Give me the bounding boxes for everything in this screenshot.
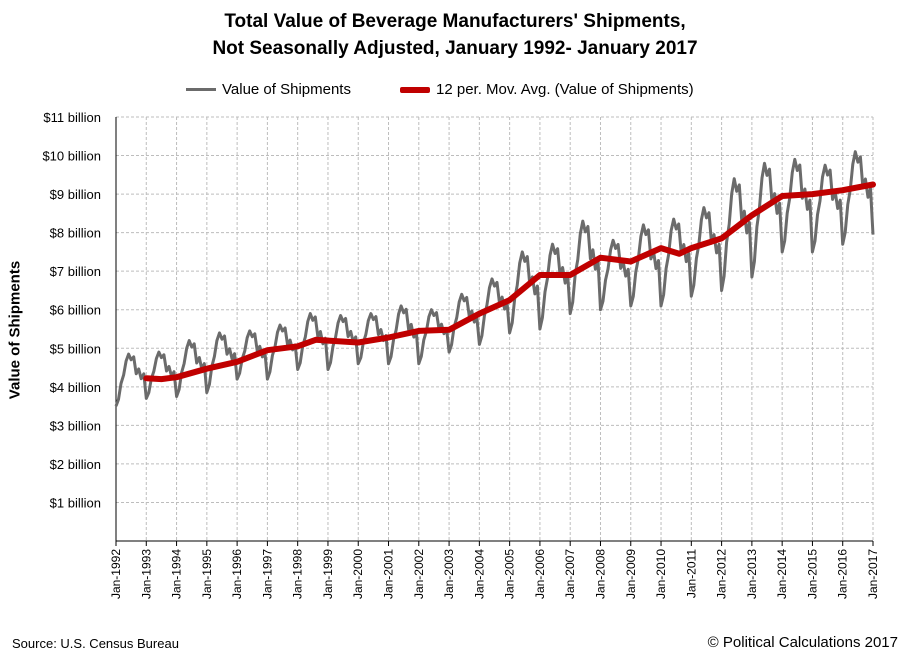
source-note: Source: U.S. Census Bureau — [12, 636, 179, 651]
axes — [115, 117, 874, 546]
y-tick-label: $7 billion — [50, 264, 101, 279]
y-tick-label: $1 billion — [50, 495, 101, 510]
y-tick-label: $5 billion — [50, 341, 101, 356]
y-tick-label: $8 billion — [50, 226, 101, 241]
x-tick-label: Jan-2008 — [593, 549, 607, 599]
x-tick-label: Jan-2005 — [503, 549, 517, 599]
y-tick-label: $10 billion — [42, 149, 101, 164]
y-tick-label: $3 billion — [50, 418, 101, 433]
series-line-moving-average — [143, 181, 876, 383]
x-tick-label: Jan-1994 — [170, 549, 184, 599]
credit-note: © Political Calculations 2017 — [707, 634, 898, 651]
legend-label-shipments: Value of Shipments — [222, 81, 351, 98]
x-tick-label: Jan-2007 — [563, 549, 577, 599]
x-tick-label: Jan-2015 — [805, 549, 819, 599]
y-tick-label: $11 billion — [43, 110, 101, 125]
legend-label-moving-average: 12 per. Mov. Avg. (Value of Shipments) — [436, 81, 694, 98]
y-axis-label: Value of Shipments — [6, 260, 24, 400]
x-tick-label: Jan-1999 — [321, 549, 335, 599]
series-line-value-of-shipments — [114, 150, 875, 407]
y-tick-label: $9 billion — [50, 187, 101, 202]
legend-swatch-moving-average — [400, 86, 430, 93]
x-tick-label: Jan-2013 — [745, 549, 759, 599]
legend-item-value-of-shipments: Value of Shipments — [186, 81, 351, 98]
legend: Value of Shipments 12 per. Mov. Avg. (Va… — [0, 81, 910, 105]
x-tick-label: Jan-2016 — [836, 549, 850, 599]
x-tick-label: Jan-1997 — [260, 549, 274, 599]
x-tick-label: Jan-2009 — [624, 549, 638, 599]
x-tick-label: Jan-1993 — [139, 549, 153, 599]
chart-title-line-2: Not Seasonally Adjusted, January 1992- J… — [212, 38, 698, 59]
x-tick-label: Jan-1998 — [291, 549, 305, 599]
legend-swatch-shipments — [186, 88, 216, 91]
x-tick-label: Jan-1992 — [109, 549, 123, 599]
x-tick-label: Jan-1995 — [200, 549, 214, 599]
x-tick-label: Jan-1996 — [230, 549, 244, 599]
series-layer — [114, 150, 876, 407]
x-tick-label: Jan-2012 — [715, 549, 729, 599]
gridlines — [116, 116, 874, 541]
x-tick-label: Jan-2011 — [684, 549, 698, 598]
x-tick-label: Jan-2006 — [533, 549, 547, 599]
x-tick-label: Jan-2010 — [654, 549, 668, 599]
x-axis-ticks: Jan-1992 Jan-1993 Jan-1994 Jan-1995 Jan-1996… — [109, 549, 880, 599]
x-tick-label: Jan-2004 — [472, 549, 486, 599]
x-tick-label: Jan-2001 — [382, 549, 396, 599]
legend-item-moving-average: 12 per. Mov. Avg. (Value of Shipments) — [400, 81, 694, 98]
chart-title-line-1: Total Value of Beverage Manufacturers' S… — [224, 11, 686, 32]
x-tick-label: Jan-2000 — [351, 549, 365, 599]
y-tick-label: $2 billion — [50, 457, 101, 472]
y-axis-ticks: $1 billion $2 billion $3 billion $4 billion… — [42, 110, 101, 510]
x-tick-label: Jan-2017 — [866, 549, 880, 599]
x-tick-label: Jan-2002 — [412, 549, 426, 599]
y-tick-label: $6 billion — [50, 303, 101, 318]
y-tick-label: $4 billion — [50, 380, 101, 395]
x-tick-label: Jan-2014 — [775, 549, 789, 599]
x-tick-label: Jan-2003 — [442, 549, 456, 599]
